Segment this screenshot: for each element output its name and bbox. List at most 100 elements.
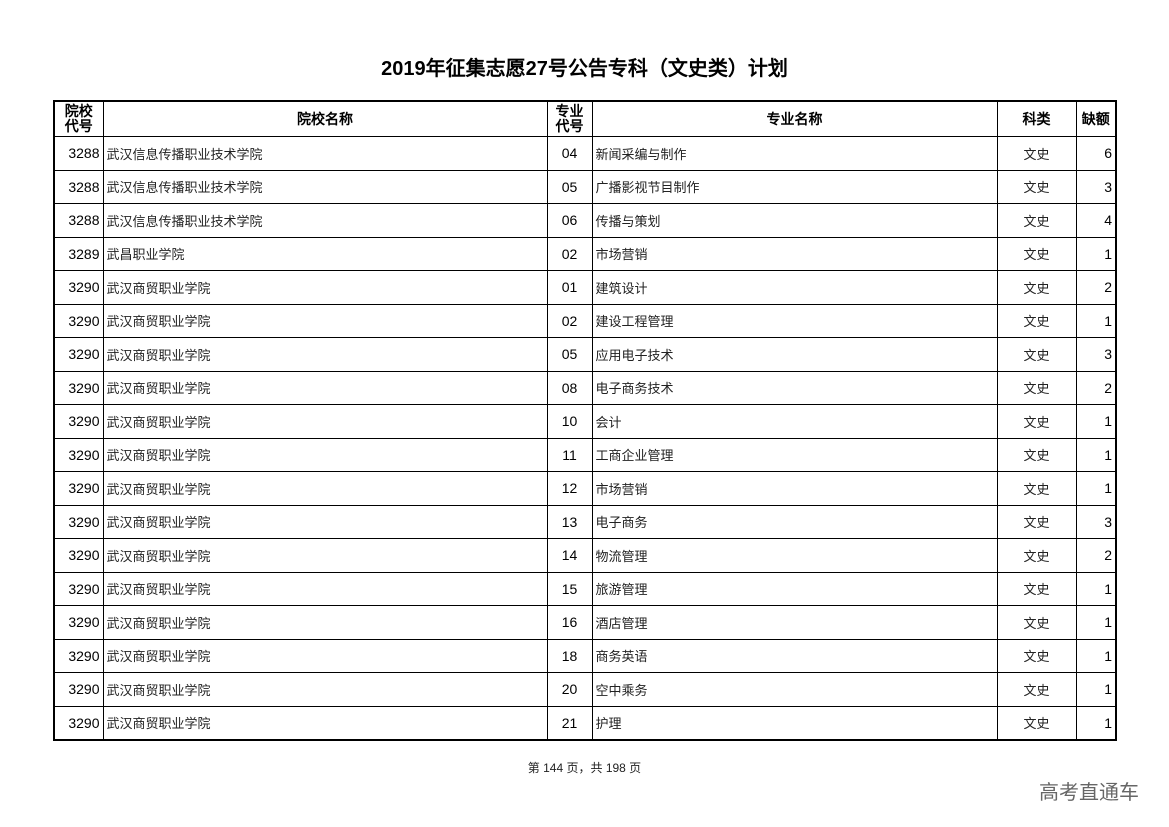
table-row: 3290 武汉商贸职业学院 15 旅游管理 文史 1 [53, 571, 1117, 606]
major-code-cell: 12 [546, 471, 593, 506]
school-name-cell: 武汉信息传播职业技术学院 [102, 203, 548, 238]
school-code-cell: 3290 [53, 538, 104, 573]
vacancies-cell: 1 [1075, 672, 1117, 707]
school-name-cell: 武汉商贸职业学院 [102, 471, 548, 506]
table-row: 3290 武汉商贸职业学院 13 电子商务 文史 3 [53, 504, 1117, 539]
major-name-cell: 传播与策划 [591, 203, 998, 238]
school-name-cell: 武汉信息传播职业技术学院 [102, 136, 548, 171]
school-code-cell: 3290 [53, 303, 104, 338]
header-vacancies: 缺额 [1075, 100, 1117, 137]
school-name-cell: 武昌职业学院 [102, 236, 548, 271]
vacancies-cell: 1 [1075, 605, 1117, 640]
category-cell: 文史 [996, 638, 1077, 673]
school-name-cell: 武汉商贸职业学院 [102, 504, 548, 539]
major-name-cell: 旅游管理 [591, 571, 998, 606]
school-code-cell: 3290 [53, 370, 104, 405]
major-code-cell: 18 [546, 638, 593, 673]
category-cell: 文史 [996, 136, 1077, 171]
table-row: 3290 武汉商贸职业学院 11 工商企业管理 文史 1 [53, 437, 1117, 472]
major-name-cell: 酒店管理 [591, 605, 998, 640]
table-row: 3290 武汉商贸职业学院 12 市场营销 文史 1 [53, 471, 1117, 506]
school-code-cell: 3290 [53, 471, 104, 506]
major-code-cell: 13 [546, 504, 593, 539]
major-code-cell: 21 [546, 705, 593, 741]
major-code-cell: 15 [546, 571, 593, 606]
school-name-cell: 武汉商贸职业学院 [102, 303, 548, 338]
vacancies-cell: 3 [1075, 337, 1117, 372]
table-row: 3290 武汉商贸职业学院 16 酒店管理 文史 1 [53, 605, 1117, 640]
vacancies-cell: 1 [1075, 638, 1117, 673]
table-row: 3290 武汉商贸职业学院 08 电子商务技术 文史 2 [53, 370, 1117, 405]
table-row: 3290 武汉商贸职业学院 20 空中乘务 文史 1 [53, 672, 1117, 707]
table-row: 3288 武汉信息传播职业技术学院 05 广播影视节目制作 文史 3 [53, 169, 1117, 204]
category-cell: 文史 [996, 605, 1077, 640]
school-code-cell: 3290 [53, 638, 104, 673]
category-cell: 文史 [996, 404, 1077, 439]
school-name-cell: 武汉商贸职业学院 [102, 705, 548, 741]
major-code-cell: 10 [546, 404, 593, 439]
category-cell: 文史 [996, 471, 1077, 506]
school-code-cell: 3288 [53, 203, 104, 238]
vacancies-cell: 1 [1075, 236, 1117, 271]
major-code-cell: 05 [546, 169, 593, 204]
vacancies-cell: 2 [1075, 370, 1117, 405]
table-row: 3290 武汉商贸职业学院 10 会计 文史 1 [53, 404, 1117, 439]
school-code-cell: 3290 [53, 504, 104, 539]
school-name-cell: 武汉商贸职业学院 [102, 437, 548, 472]
page-number: 第 144 页，共 198 页 [527, 761, 642, 775]
category-cell: 文史 [996, 705, 1077, 741]
vacancies-cell: 1 [1075, 404, 1117, 439]
table-header-row: 院校代号 院校名称 专业代号 专业名称 科类 缺额 [53, 100, 1117, 137]
table-row: 3288 武汉信息传播职业技术学院 04 新闻采编与制作 文史 6 [53, 136, 1117, 171]
category-cell: 文史 [996, 672, 1077, 707]
school-name-cell: 武汉商贸职业学院 [102, 672, 548, 707]
school-code-cell: 3290 [53, 437, 104, 472]
major-code-cell: 06 [546, 203, 593, 238]
major-code-cell: 20 [546, 672, 593, 707]
major-name-cell: 电子商务 [591, 504, 998, 539]
plan-table: 院校代号 院校名称 专业代号 专业名称 科类 缺额 3288 武汉信息传播职业技术… [53, 100, 1117, 741]
table-row: 3290 武汉商贸职业学院 05 应用电子技术 文史 3 [53, 337, 1117, 372]
category-cell: 文史 [996, 370, 1077, 405]
vacancies-cell: 2 [1075, 538, 1117, 573]
major-name-cell: 建筑设计 [591, 270, 998, 305]
table-row: 3290 武汉商贸职业学院 18 商务英语 文史 1 [53, 638, 1117, 673]
school-code-cell: 3290 [53, 337, 104, 372]
category-cell: 文史 [996, 169, 1077, 204]
school-code-cell: 3290 [53, 705, 104, 741]
major-name-cell: 护理 [591, 705, 998, 741]
table-row: 3289 武昌职业学院 02 市场营销 文史 1 [53, 236, 1117, 271]
vacancies-cell: 1 [1075, 571, 1117, 606]
vacancies-cell: 3 [1075, 504, 1117, 539]
major-name-cell: 电子商务技术 [591, 370, 998, 405]
major-name-cell: 应用电子技术 [591, 337, 998, 372]
school-code-cell: 3289 [53, 236, 104, 271]
category-cell: 文史 [996, 504, 1077, 539]
school-code-cell: 3290 [53, 605, 104, 640]
table-row: 3290 武汉商贸职业学院 21 护理 文史 1 [53, 705, 1117, 741]
page-title: 2019年征集志愿27号公告专科（文史类）计划 [381, 58, 788, 80]
school-code-cell: 3290 [53, 270, 104, 305]
table-row: 3290 武汉商贸职业学院 14 物流管理 文史 2 [53, 538, 1117, 573]
table-row: 3290 武汉商贸职业学院 01 建筑设计 文史 2 [53, 270, 1117, 305]
school-name-cell: 武汉商贸职业学院 [102, 337, 548, 372]
category-cell: 文史 [996, 538, 1077, 573]
major-name-cell: 市场营销 [591, 236, 998, 271]
school-name-cell: 武汉商贸职业学院 [102, 538, 548, 573]
major-name-cell: 工商企业管理 [591, 437, 998, 472]
school-code-cell: 3290 [53, 571, 104, 606]
header-school-name: 院校名称 [102, 100, 548, 137]
header-school-code: 院校代号 [53, 100, 104, 137]
category-cell: 文史 [996, 571, 1077, 606]
category-cell: 文史 [996, 270, 1077, 305]
major-name-cell: 建设工程管理 [591, 303, 998, 338]
school-code-cell: 3288 [53, 169, 104, 204]
major-name-cell: 物流管理 [591, 538, 998, 573]
school-name-cell: 武汉商贸职业学院 [102, 370, 548, 405]
category-cell: 文史 [996, 203, 1077, 238]
vacancies-cell: 4 [1075, 203, 1117, 238]
header-major-code: 专业代号 [546, 100, 593, 137]
watermark-logo: 高考直通车 [1039, 782, 1139, 804]
school-code-cell: 3290 [53, 404, 104, 439]
table-row: 3290 武汉商贸职业学院 02 建设工程管理 文史 1 [53, 303, 1117, 338]
